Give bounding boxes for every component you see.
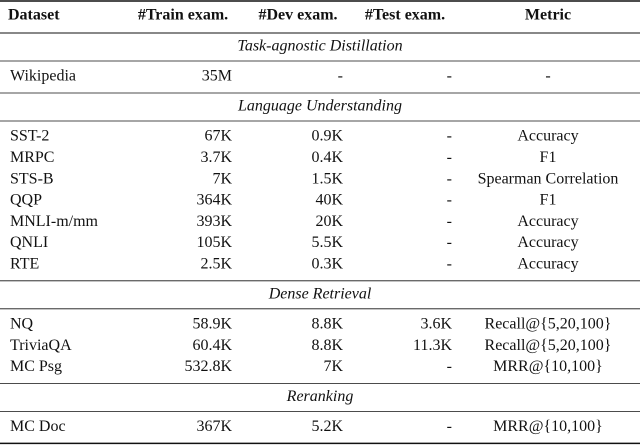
cell: 364K [196,192,232,209]
cell: 11.3K [413,337,452,354]
cell: MRPC [10,149,54,166]
cell: - [447,255,452,272]
section-title: Task-agnostic Distillation [237,38,402,55]
header-cell: Dataset [8,7,60,24]
cell: 8.8K [311,337,343,354]
cell: 0.3K [311,255,343,272]
cell: 0.4K [311,149,343,166]
cell: NQ [10,315,34,332]
cell: 1.5K [311,170,343,187]
cell: TriviaQA [10,337,72,354]
cell: MNLI-m/mm [10,213,99,230]
cell: 7K [212,170,232,187]
cell: F1 [540,149,557,166]
cell: Wikipedia [10,68,76,85]
cell: 40K [315,192,343,209]
cell: - [447,418,452,435]
cell: 5.2K [311,418,343,435]
cell: - [545,68,550,85]
cell: QQP [10,192,42,209]
section-title: Dense Retrieval [268,285,372,302]
cell: - [338,68,343,85]
cell: MRR@{10,100} [493,358,603,375]
cell: 20K [315,213,343,230]
header-cell: #Train exam. [138,7,228,24]
cell: 367K [196,418,232,435]
header-cell: Metric [525,7,571,24]
cell: 3.6K [420,315,452,332]
cell: 7K [323,358,343,375]
cell: - [447,192,452,209]
cell: Accuracy [517,213,578,230]
cell: 532.8K [184,358,232,375]
cell: F1 [540,192,557,209]
cell: - [447,149,452,166]
cell: Accuracy [517,128,578,145]
cell: MRR@{10,100} [493,418,603,435]
cell: 393K [196,213,232,230]
cell: SST-2 [10,128,49,145]
cell: - [447,213,452,230]
section-title: Language Understanding [237,98,402,115]
cell: MC Doc [10,418,66,435]
cell: MC Psg [10,358,62,375]
cell: Recall@{5,20,100} [485,337,612,354]
cell: Spearman Correlation [478,170,619,187]
cell: Accuracy [517,255,578,272]
cell: - [447,68,452,85]
header-cell: #Test exam. [365,7,445,24]
cell: 0.9K [311,128,343,145]
cell: 5.5K [311,234,343,251]
cell: 2.5K [200,255,232,272]
cell: 60.4K [192,337,232,354]
cell: - [447,128,452,145]
cell: 3.7K [200,149,232,166]
section-title: Reranking [286,388,354,405]
cell: RTE [10,255,39,272]
cell: 67K [204,128,232,145]
cell: - [447,234,452,251]
cell: Accuracy [517,234,578,251]
cell: - [447,358,452,375]
cell: Recall@{5,20,100} [485,315,612,332]
cell: 8.8K [311,315,343,332]
cell: 58.9K [192,315,232,332]
cell: 105K [196,234,232,251]
header-cell: #Dev exam. [258,7,337,24]
cell: QNLI [10,234,48,251]
cell: STS-B [10,170,54,187]
cell: - [447,170,452,187]
cell: 35M [202,68,232,85]
